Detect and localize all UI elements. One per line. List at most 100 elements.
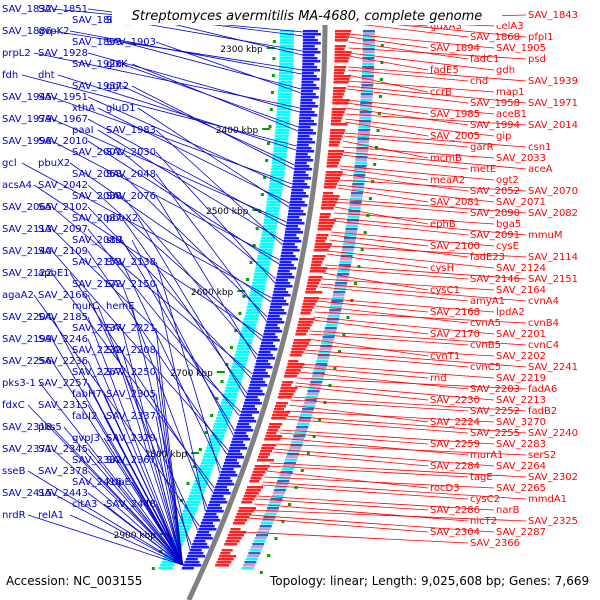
feature-strip <box>236 348 251 351</box>
right-gene-label: SAV_2240 <box>528 428 578 439</box>
gene-track-right <box>288 360 299 363</box>
left-gene-label: dht <box>38 70 55 81</box>
right-gene-label: SAV_2124 <box>496 263 546 274</box>
feature-strip <box>362 45 375 48</box>
gene-track-right <box>287 363 305 366</box>
gene-track-left <box>261 342 274 345</box>
right-connector <box>266 470 429 489</box>
feature-strip <box>347 216 360 219</box>
feature-strip <box>243 564 256 567</box>
gene-track-left <box>222 465 241 468</box>
right-gene-label: celA3 <box>496 21 524 32</box>
left-connector <box>121 349 184 566</box>
left-gene-label: fdh <box>2 70 18 81</box>
tick-dot <box>225 363 229 366</box>
right-connector <box>338 179 527 192</box>
feature-strip <box>274 135 289 138</box>
feature-strip <box>276 114 291 117</box>
feature-strip <box>353 171 366 174</box>
right-gene-label: tagE <box>470 472 493 483</box>
gene-track-left <box>230 444 246 447</box>
feature-strip <box>197 471 212 474</box>
left-gene-label: SAV_2345 <box>38 444 88 455</box>
right-gene-label: SAV_2224 <box>430 417 480 428</box>
feature-strip <box>359 111 372 114</box>
left-gene-label: relA1 <box>38 510 64 521</box>
feature-strip <box>278 90 293 93</box>
tick-dot <box>238 312 242 315</box>
right-gene-label: SAV_2082 <box>528 208 578 219</box>
feature-strip <box>318 351 331 354</box>
gene-track-right <box>322 195 340 198</box>
feature-strip <box>302 408 315 411</box>
left-connector <box>57 74 297 151</box>
gene-track-left <box>288 207 301 210</box>
gene-track-right <box>298 321 314 324</box>
gene-track-left <box>271 300 287 303</box>
gene-track-left <box>288 210 304 213</box>
tick-dot <box>198 448 202 451</box>
gene-track-left <box>257 357 276 360</box>
gene-track-right <box>328 150 345 153</box>
left-connector <box>155 41 301 94</box>
feature-strip <box>239 336 254 339</box>
left-gene-label: SAV_2329 <box>106 433 156 444</box>
feature-strip <box>235 351 250 354</box>
feature-strip <box>279 57 294 60</box>
gene-track-left <box>300 96 319 99</box>
gene-track-right <box>228 534 245 537</box>
left-connector <box>131 239 234 436</box>
feature-strip <box>267 198 282 201</box>
left-connector <box>155 327 184 566</box>
feature-strip <box>233 360 248 363</box>
feature-strip <box>227 381 242 384</box>
left-gene-label: SAV_2443 <box>38 488 88 499</box>
feature-strip <box>229 372 244 375</box>
gene-track-left <box>277 270 290 273</box>
right-gene-label: mcmB <box>430 153 462 164</box>
feature-strip <box>354 168 367 171</box>
feature-strip <box>263 516 276 519</box>
right-gene-label: nicT2 <box>470 516 497 527</box>
left-connector <box>121 19 303 52</box>
gene-track-right <box>225 540 240 543</box>
feature-strip <box>270 171 285 174</box>
feature-strip <box>349 204 362 207</box>
feature-strip <box>224 390 239 393</box>
gene-track-right <box>302 303 316 306</box>
gene-track-right <box>291 348 306 351</box>
left-connector <box>103 503 183 566</box>
gene-track-left <box>215 486 228 489</box>
right-gene-label: SAV_2325 <box>528 516 578 527</box>
feature-strip <box>223 393 238 396</box>
feature-strip <box>284 459 297 462</box>
left-gene-label: pks3-1 <box>2 378 36 389</box>
tick-dot <box>192 465 196 468</box>
feature-strip <box>362 57 375 60</box>
feature-strip <box>354 165 367 168</box>
feature-strip <box>253 276 268 279</box>
gene-track-left <box>282 246 298 249</box>
tick-dot <box>242 295 246 298</box>
left-gene-label: SAV_2109 <box>38 246 88 257</box>
right-gene-label: SAV_2033 <box>496 153 546 164</box>
feature-strip <box>266 201 281 204</box>
gene-track-right <box>281 384 292 387</box>
feature-strip <box>292 438 305 441</box>
right-gene-label: cvnA5 <box>470 318 501 329</box>
gene-track-right <box>332 93 344 96</box>
feature-strip <box>354 162 367 165</box>
gene-track-right <box>226 537 242 540</box>
right-connector <box>340 165 495 181</box>
feature-strip <box>297 423 310 426</box>
gene-track-left <box>295 153 308 156</box>
gene-track-left <box>264 330 283 333</box>
feature-strip <box>350 198 363 201</box>
gene-track-left <box>231 441 244 444</box>
feature-strip <box>268 192 283 195</box>
gene-track-left <box>229 447 248 450</box>
feature-strip <box>265 510 278 513</box>
gene-track-left <box>233 435 249 438</box>
left-gene-label: sti1 <box>106 235 124 246</box>
left-connector <box>87 184 262 341</box>
